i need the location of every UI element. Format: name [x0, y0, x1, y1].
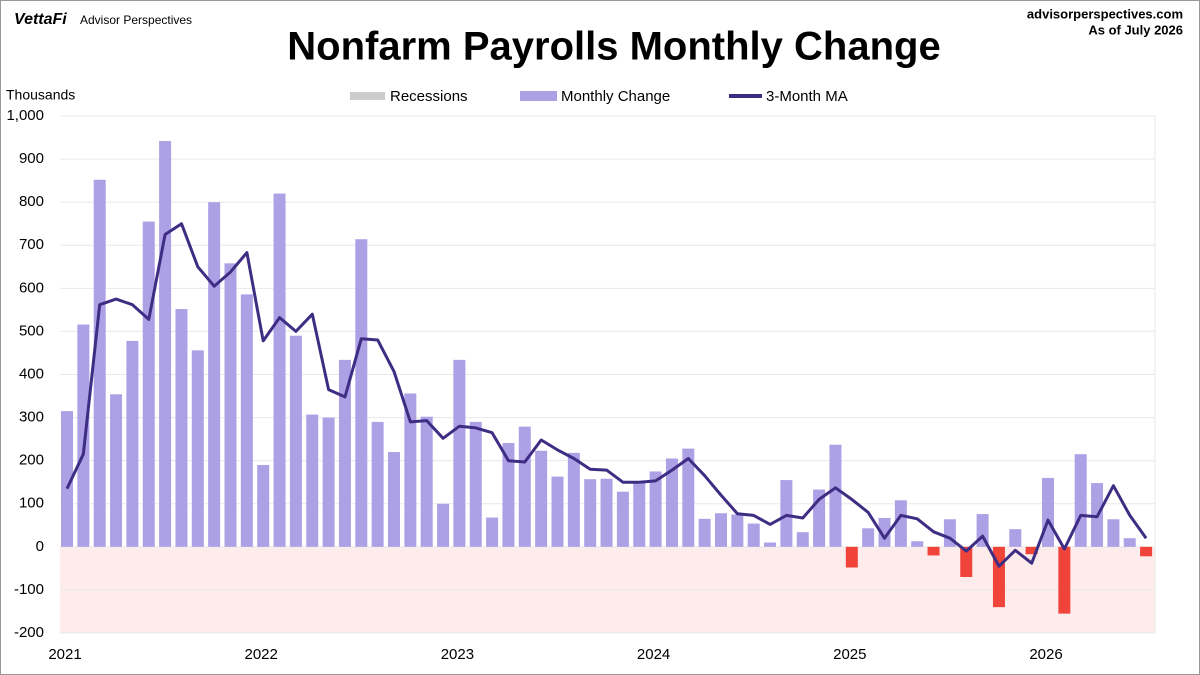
bar [77, 324, 90, 547]
y-tick-label: -100 [14, 581, 44, 598]
bar [698, 518, 711, 547]
bar [93, 179, 106, 547]
bar [911, 541, 924, 547]
bar [665, 458, 678, 547]
bar [1107, 519, 1120, 547]
y-tick-label: 800 [19, 193, 44, 210]
x-tick-label: 2022 [245, 646, 278, 663]
bar [404, 393, 417, 547]
bar [61, 411, 73, 547]
y-tick-label: 900 [19, 150, 44, 167]
legend-label: 3-Month MA [766, 88, 848, 105]
legend-label: Monthly Change [561, 88, 670, 105]
bar [1025, 546, 1038, 555]
x-tick-label: 2024 [637, 646, 670, 663]
legend-swatch [520, 91, 557, 101]
bar [159, 140, 172, 547]
y-tick-label: 1,000 [6, 107, 44, 124]
bar [796, 532, 809, 547]
bar [338, 359, 351, 547]
bar [747, 523, 760, 547]
y-tick-label: 300 [19, 409, 44, 426]
bar [682, 448, 695, 547]
bar [600, 478, 613, 547]
as-of: As of July 2026 [1088, 22, 1183, 37]
y-axis-label: Thousands [6, 87, 75, 103]
bar [731, 514, 744, 547]
y-tick-label: 500 [19, 322, 44, 339]
legend-label: Recessions [390, 88, 468, 105]
y-tick-label: 100 [19, 495, 44, 512]
bar [829, 444, 842, 547]
x-tick-label: 2023 [441, 646, 474, 663]
bar [110, 394, 123, 547]
brand-sub: Advisor Perspectives [80, 13, 192, 27]
bar [894, 500, 907, 547]
bar [289, 335, 302, 547]
bar [845, 546, 858, 568]
y-tick-label: 700 [19, 236, 44, 253]
bar [862, 528, 875, 547]
x-tick-label: 2026 [1029, 646, 1062, 663]
bar [1123, 538, 1136, 547]
bar [306, 414, 319, 547]
bar [518, 426, 531, 547]
bar [224, 263, 237, 547]
bar [240, 294, 253, 547]
x-tick-label: 2021 [48, 646, 81, 663]
bar [584, 479, 597, 547]
bar [355, 239, 368, 547]
y-tick-label: 600 [19, 279, 44, 296]
bar [551, 476, 564, 547]
bar [1058, 546, 1071, 614]
bar [927, 546, 940, 556]
bar [1042, 477, 1054, 547]
bar [616, 491, 629, 547]
bar [1009, 529, 1022, 547]
bar [649, 471, 662, 547]
legend-swatch [350, 92, 385, 100]
bar [142, 221, 155, 547]
bar [633, 482, 646, 547]
bar [960, 546, 973, 577]
bar [535, 450, 548, 547]
y-tick-label: 400 [19, 365, 44, 382]
bar [469, 421, 482, 547]
bar [126, 340, 139, 547]
y-tick-label: 0 [36, 538, 44, 555]
bar [764, 542, 777, 547]
bar [486, 517, 499, 547]
source: advisorperspectives.com [1027, 6, 1183, 21]
bar [420, 416, 433, 547]
bar [1140, 546, 1153, 557]
bar [191, 350, 204, 547]
bar [322, 417, 335, 547]
line [65, 222, 1148, 568]
bar [175, 309, 188, 547]
y-tick-label: -200 [14, 624, 44, 641]
bar [273, 193, 286, 547]
bar [715, 513, 727, 547]
bar [780, 480, 793, 547]
bar [388, 452, 400, 547]
x-tick-label: 2025 [833, 646, 866, 663]
bar [502, 443, 515, 547]
bar [208, 202, 221, 547]
bar [257, 464, 270, 547]
bar [437, 503, 450, 547]
bar [878, 517, 891, 547]
bar [1074, 454, 1087, 547]
chart-title: Nonfarm Payrolls Monthly Change [287, 25, 940, 69]
brand: VettaFi [14, 11, 67, 28]
y-tick-label: 200 [19, 452, 44, 469]
bar [371, 421, 384, 547]
bar [567, 452, 580, 547]
bar [453, 359, 466, 547]
